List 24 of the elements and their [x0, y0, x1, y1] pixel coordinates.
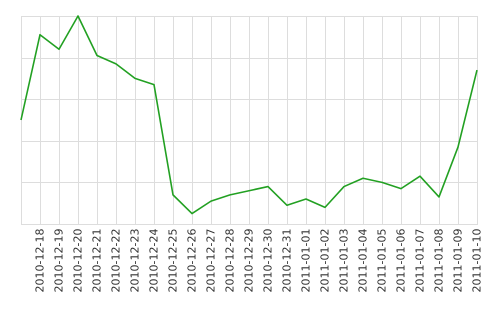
- x-tick-label: 2011-01-02: [318, 228, 332, 292]
- x-tick-label: 2010-12-29: [242, 228, 256, 292]
- x-tick-label: 2011-01-04: [356, 228, 370, 292]
- x-tick-label: 2011-01-10: [470, 228, 484, 292]
- x-tick-label: 2010-12-25: [166, 228, 180, 292]
- x-tick-label: 2010-12-28: [224, 228, 236, 292]
- x-tick-label: 2010-12-31: [280, 228, 294, 292]
- x-tick-label: 2010-12-24: [148, 228, 160, 292]
- x-tick-label: 2010-12-22: [110, 228, 122, 292]
- x-tick-label: 2010-12-23: [128, 228, 142, 292]
- x-tick-label: 2010-12-18: [34, 228, 46, 292]
- x-tick-label: 2011-01-03: [338, 228, 350, 292]
- x-tick-label: 2011-01-01: [300, 228, 312, 292]
- x-tick-label: 2011-01-06: [394, 228, 408, 292]
- x-tick-label: 2011-01-05: [376, 228, 388, 292]
- x-tick-label: 2010-12-27: [204, 228, 218, 292]
- x-tick-label: 2010-12-30: [262, 228, 274, 292]
- x-tick-label: 2010-12-20: [72, 228, 84, 292]
- x-tick-label: 2010-12-26: [186, 228, 198, 292]
- x-tick-label: 2010-12-21: [90, 228, 104, 292]
- x-tick-label: 2011-01-07: [414, 228, 426, 292]
- x-tick-label: 2010-12-19: [52, 228, 66, 292]
- x-tick-label: 2011-01-08: [432, 228, 446, 292]
- x-tick-label: 2011-01-09: [452, 228, 464, 292]
